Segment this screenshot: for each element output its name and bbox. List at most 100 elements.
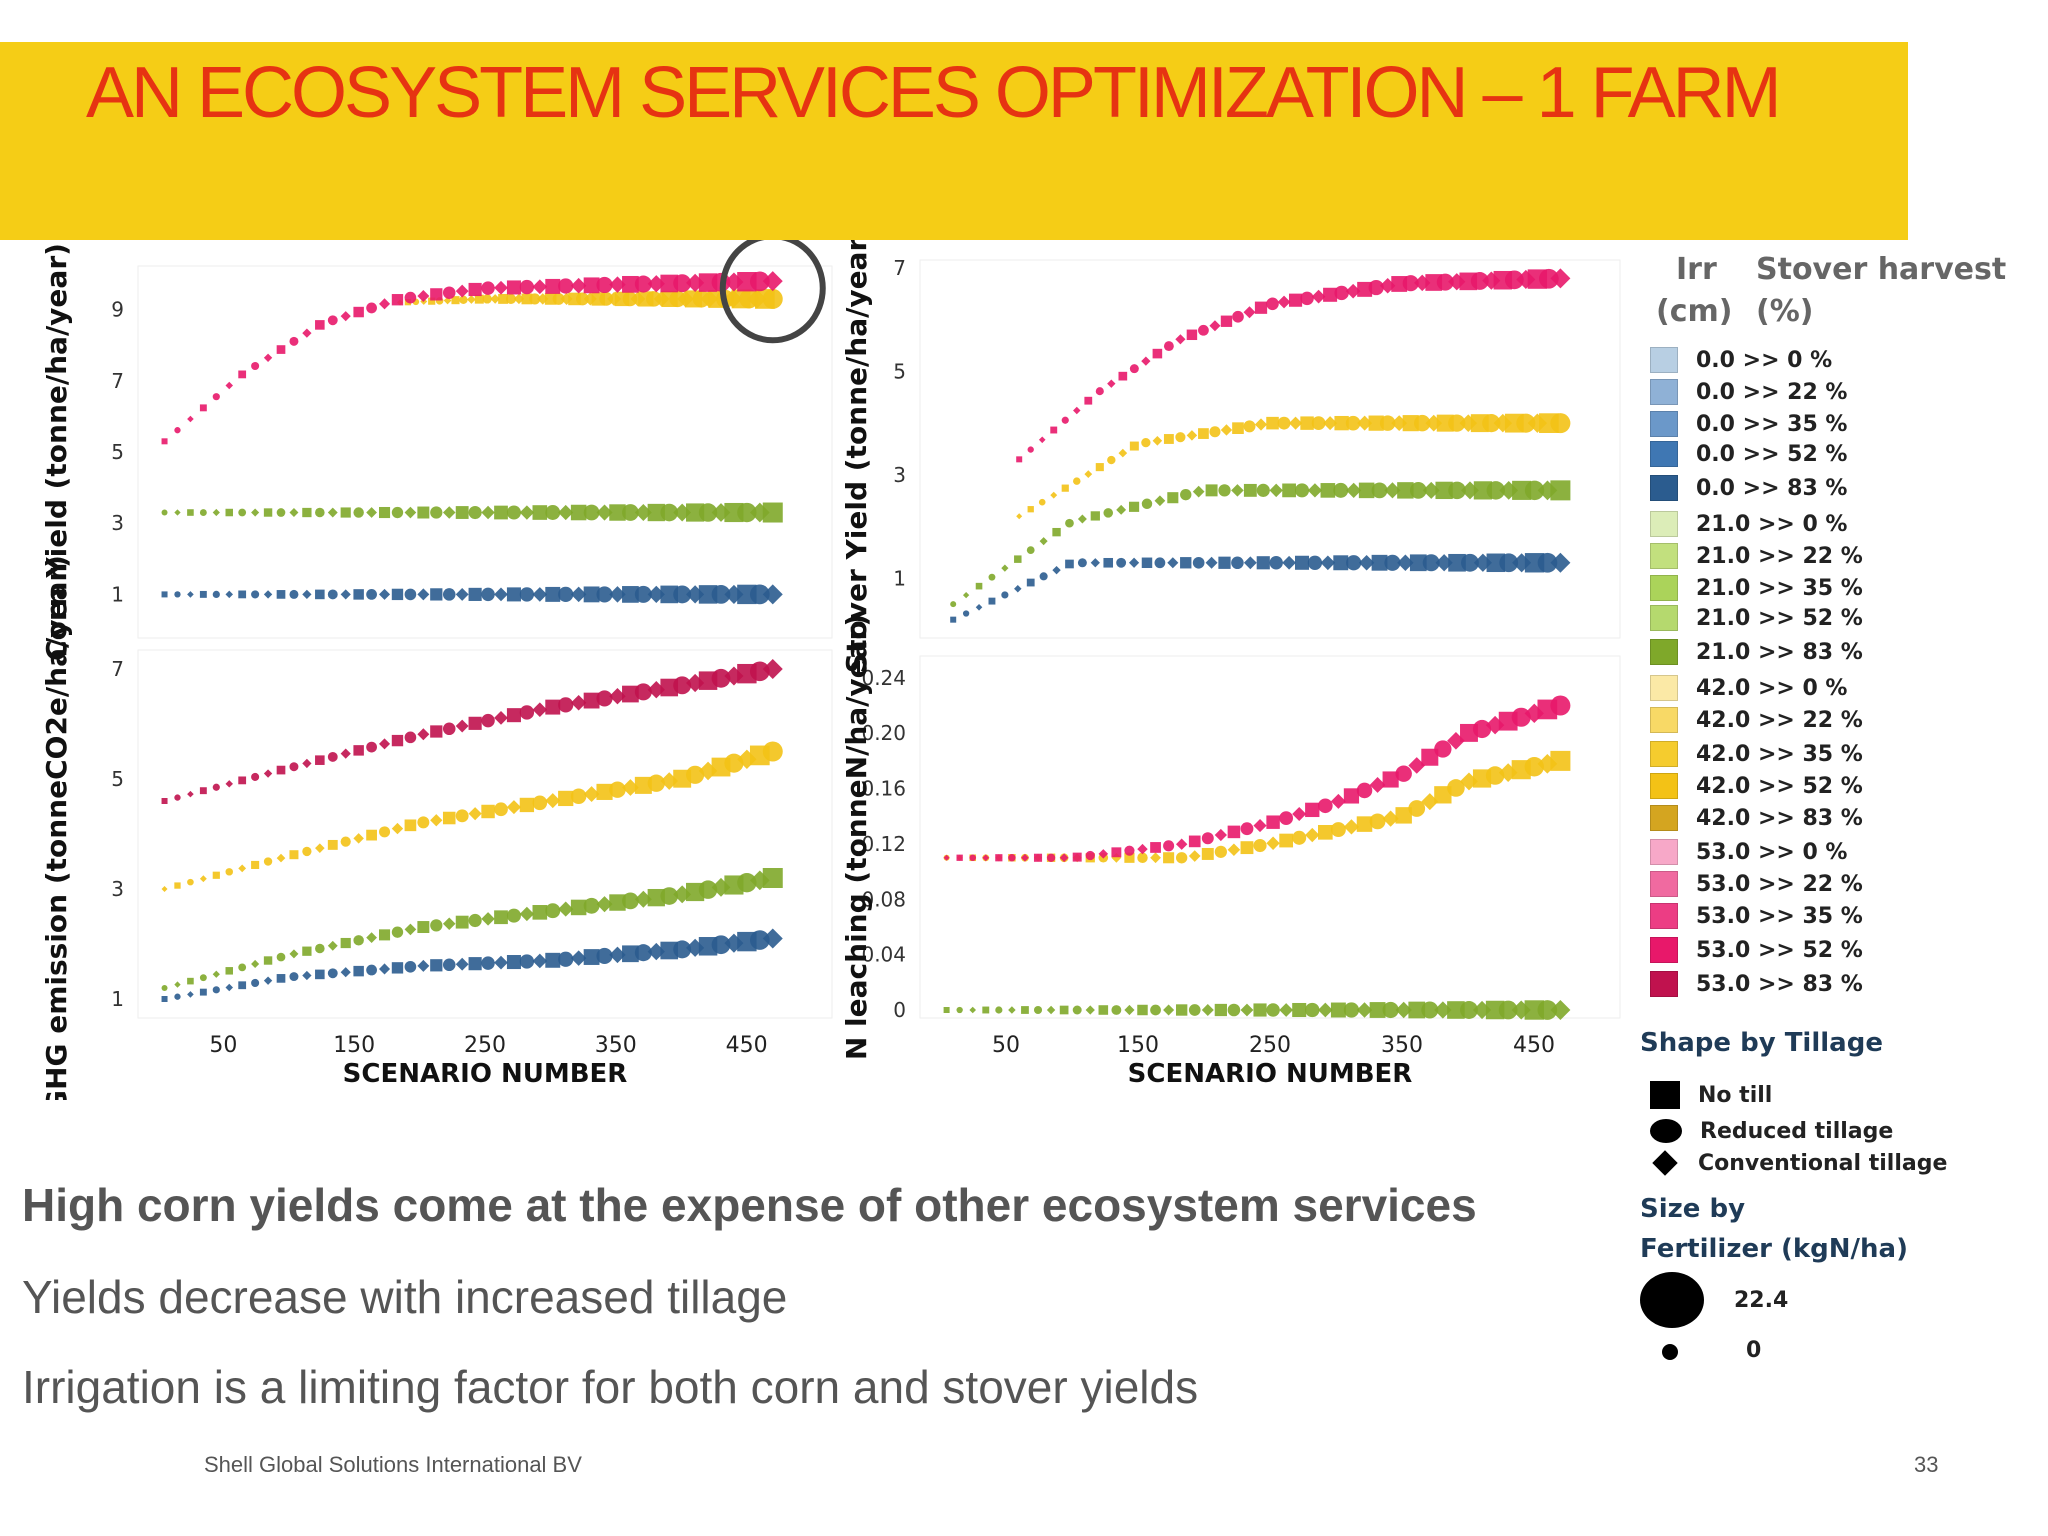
data-point xyxy=(1288,416,1303,430)
data-point xyxy=(1027,446,1034,453)
data-point xyxy=(1318,798,1333,814)
data-point xyxy=(995,854,1003,862)
data-point xyxy=(1095,387,1104,396)
data-point xyxy=(570,788,587,805)
y-axis-label: Stover Yield (tonne/ha/year) xyxy=(840,240,873,673)
data-point xyxy=(1141,437,1151,448)
data-point xyxy=(1550,268,1571,289)
data-point xyxy=(519,279,535,295)
legend-label: 42.0 >> 0 % xyxy=(1696,675,1848,701)
data-point xyxy=(1524,757,1544,777)
data-point xyxy=(353,935,364,946)
data-point xyxy=(962,610,970,617)
data-point xyxy=(353,833,364,844)
data-point xyxy=(187,878,194,886)
data-point xyxy=(404,588,417,601)
data-point xyxy=(1318,824,1333,840)
data-point xyxy=(212,970,220,978)
chart-grid: 1 3 5 7 9 Corn Yield (tonne/ha/year) 1 3 5 7 Stove… xyxy=(40,240,1621,1100)
data-point xyxy=(199,404,207,412)
data-point xyxy=(315,943,325,954)
data-point xyxy=(212,508,220,517)
legend-shape-conventional: Conventional tillage xyxy=(1650,1148,1947,1178)
data-point xyxy=(442,286,456,300)
data-point xyxy=(1254,418,1268,431)
legend-color-item: 0.0 >> 22 % xyxy=(1650,378,1847,406)
legend-label: 21.0 >> 52 % xyxy=(1696,605,1863,631)
data-point xyxy=(1435,481,1453,500)
data-point xyxy=(1421,793,1439,811)
data-point xyxy=(161,591,168,598)
data-point xyxy=(558,697,574,713)
data-point xyxy=(327,507,338,518)
data-point xyxy=(468,716,482,730)
legend-color-item: 21.0 >> 83 % xyxy=(1650,638,1863,666)
data-point xyxy=(1141,498,1153,510)
data-point xyxy=(161,438,168,445)
data-point xyxy=(428,297,436,305)
data-point xyxy=(442,811,456,825)
legend-swatch xyxy=(1650,903,1678,929)
data-point xyxy=(544,293,557,305)
data-point xyxy=(570,504,587,521)
data-point xyxy=(599,292,614,306)
data-point xyxy=(532,587,548,602)
data-point xyxy=(225,983,233,992)
data-point xyxy=(622,892,639,910)
data-point xyxy=(609,688,626,705)
data-point xyxy=(302,589,312,600)
data-point xyxy=(1307,555,1323,570)
data-point xyxy=(468,913,482,928)
data-point xyxy=(481,912,495,926)
data-point xyxy=(570,899,587,916)
data-point xyxy=(1333,555,1349,571)
data-point xyxy=(1320,483,1336,498)
data-point xyxy=(1402,275,1419,292)
data-point xyxy=(596,783,613,800)
data-point xyxy=(1550,552,1571,573)
data-point xyxy=(596,947,613,965)
data-point xyxy=(506,800,521,815)
data-point xyxy=(199,787,207,795)
data-point xyxy=(545,903,561,919)
data-point xyxy=(1152,348,1163,359)
data-point xyxy=(1141,557,1153,569)
legend-color-item: 53.0 >> 52 % xyxy=(1650,936,1863,964)
title-banner xyxy=(0,42,1908,240)
legend-irr-header: Irr xyxy=(1676,252,1717,287)
data-point xyxy=(404,923,417,936)
data-point xyxy=(199,509,207,516)
data-point xyxy=(442,722,456,736)
data-point xyxy=(686,938,705,957)
data-point xyxy=(1065,559,1074,569)
data-point xyxy=(1282,483,1296,498)
data-point xyxy=(698,585,718,604)
data-point xyxy=(174,794,181,801)
data-point xyxy=(1021,853,1029,862)
x-tick-label: 450 xyxy=(1513,1033,1555,1058)
data-point xyxy=(251,959,260,968)
data-point xyxy=(982,1006,990,1014)
data-point xyxy=(607,291,622,306)
data-point xyxy=(289,850,299,860)
data-point xyxy=(1254,301,1268,314)
data-point xyxy=(1061,416,1069,424)
size-large-icon xyxy=(1640,1272,1704,1328)
data-point xyxy=(1231,484,1244,497)
legend-swatch xyxy=(1650,475,1678,501)
data-point xyxy=(532,702,548,718)
data-point xyxy=(1039,537,1048,546)
legend-color-item: 21.0 >> 52 % xyxy=(1650,604,1863,632)
data-point xyxy=(161,509,168,516)
data-point xyxy=(686,503,705,522)
panel-frame xyxy=(137,649,833,1019)
data-point xyxy=(1358,482,1375,499)
legend-label: 42.0 >> 22 % xyxy=(1696,707,1863,733)
data-point xyxy=(1061,484,1069,492)
data-point xyxy=(417,816,430,829)
legend-label: 21.0 >> 22 % xyxy=(1696,543,1863,569)
legend-swatch xyxy=(1650,839,1678,865)
data-point xyxy=(519,505,535,520)
data-point xyxy=(1001,564,1009,572)
data-point xyxy=(289,949,299,959)
